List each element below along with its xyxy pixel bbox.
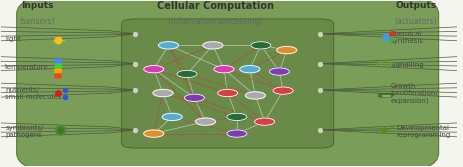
Circle shape [217,89,237,97]
Text: 0: 0 [388,127,393,133]
Circle shape [226,130,246,137]
Text: (information processing): (information processing) [168,17,262,26]
Text: chemical
synthesis: chemical synthesis [390,31,423,44]
Text: symbionts/
pathogens: symbionts/ pathogens [5,125,44,138]
Circle shape [144,130,163,137]
FancyBboxPatch shape [55,63,62,68]
Circle shape [176,70,197,78]
Circle shape [144,66,163,73]
Circle shape [184,94,204,101]
FancyBboxPatch shape [55,68,62,73]
Circle shape [276,46,296,54]
Circle shape [158,42,178,49]
Text: temperature: temperature [5,64,49,70]
Circle shape [245,92,265,99]
FancyBboxPatch shape [55,58,62,63]
Text: light: light [5,36,21,42]
Text: signalling: signalling [390,62,424,68]
Circle shape [254,118,274,125]
Circle shape [269,68,289,75]
Text: Cellular Computation: Cellular Computation [156,1,273,11]
FancyBboxPatch shape [17,0,438,167]
Circle shape [195,118,215,125]
Circle shape [162,113,182,121]
Circle shape [239,66,259,73]
Text: Growth
(proliferation/
expansion): Growth (proliferation/ expansion) [390,83,438,104]
Circle shape [250,42,270,49]
Text: (sensors): (sensors) [19,17,55,26]
Circle shape [153,89,173,97]
FancyBboxPatch shape [121,19,333,148]
Text: Developmental
reprogramming: Developmental reprogramming [395,125,450,138]
Circle shape [202,42,222,49]
Circle shape [213,66,233,73]
FancyBboxPatch shape [55,73,62,78]
Text: nutrients/
small molecules: nutrients/ small molecules [5,87,62,100]
FancyBboxPatch shape [378,94,391,97]
Circle shape [226,113,246,121]
Circle shape [272,87,293,94]
Text: Outputs: Outputs [394,1,436,10]
Text: (actuators): (actuators) [394,17,436,26]
Text: Inputs: Inputs [21,1,53,10]
